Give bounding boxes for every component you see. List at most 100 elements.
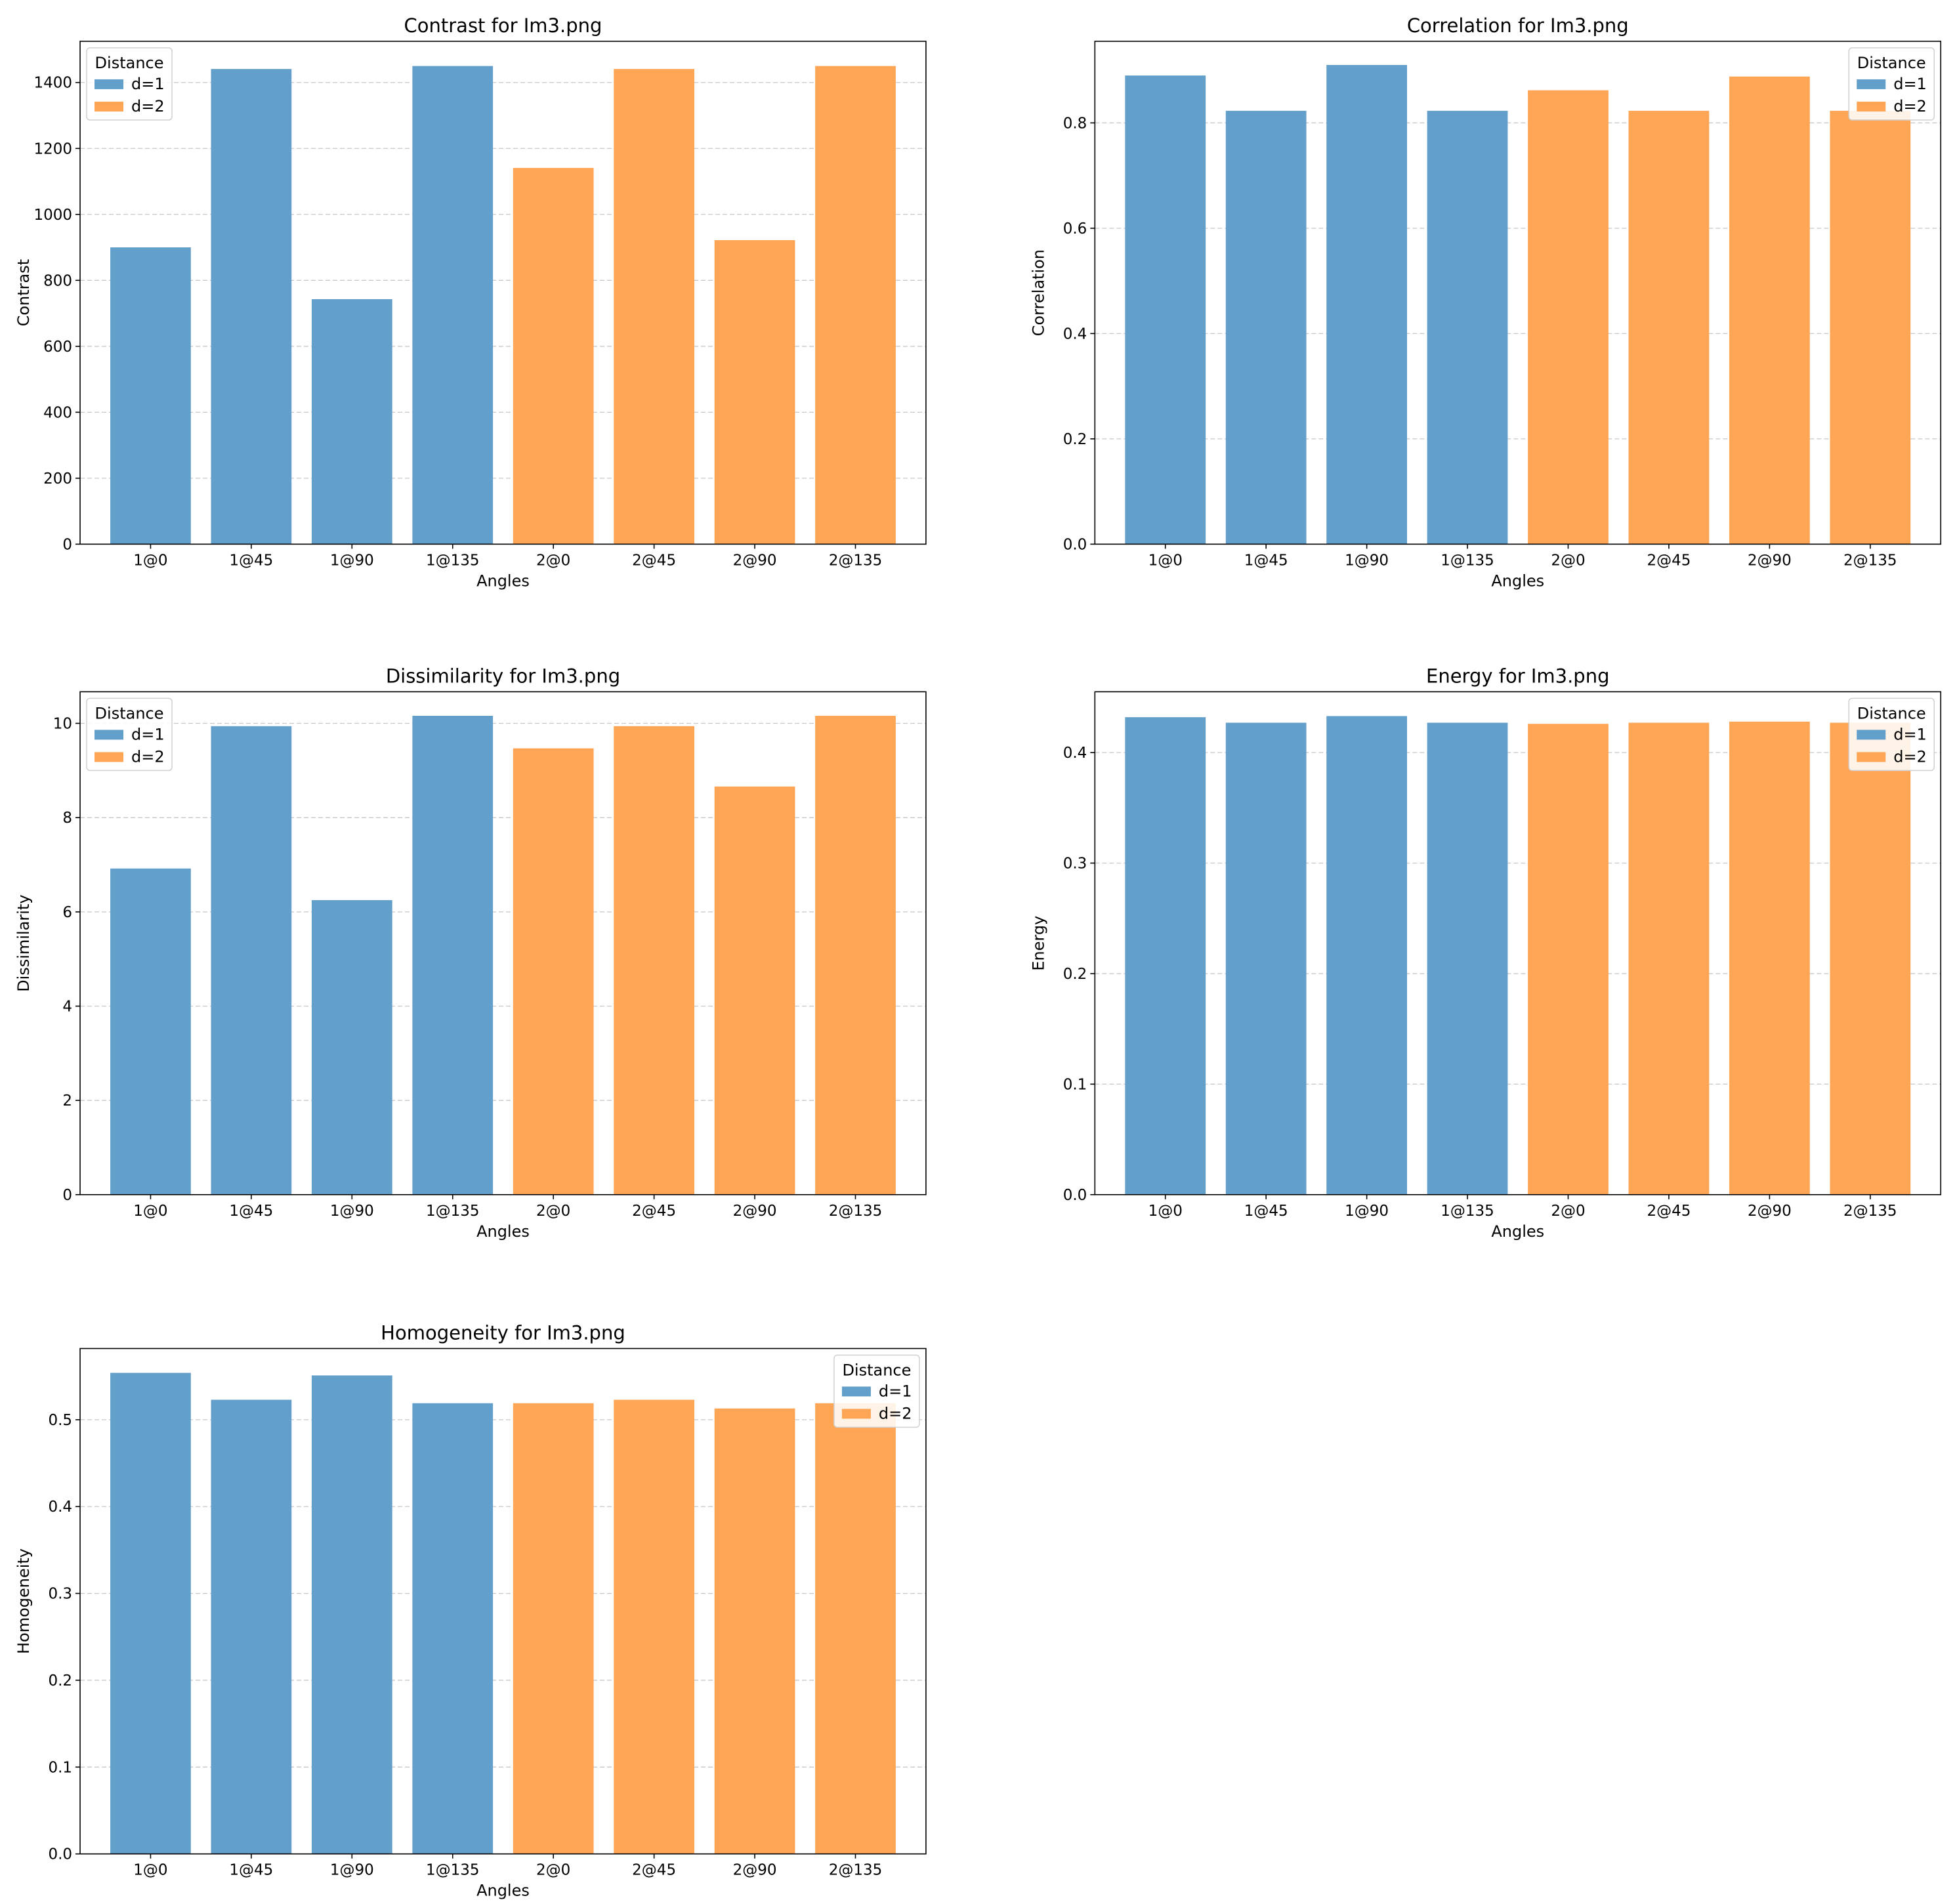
y-tick-label: 1000 <box>33 207 72 224</box>
bar-2@90[interactable] <box>1729 76 1810 545</box>
y-tick-label: 0.1 <box>1063 1076 1087 1093</box>
x-tick-label: 2@135 <box>1843 1203 1897 1220</box>
legend: Distance d=1 d=2 <box>86 47 173 121</box>
y-tick-label: 0.2 <box>1063 431 1087 448</box>
bar-1@90[interactable] <box>311 1375 392 1854</box>
bar-1@0[interactable] <box>1125 75 1206 545</box>
legend-entry-label: d=2 <box>1893 97 1927 115</box>
bar-1@135[interactable] <box>1427 722 1508 1195</box>
bar-1@135[interactable] <box>412 1403 494 1854</box>
y-axis-label: Correlation <box>1029 249 1047 336</box>
bar-2@135[interactable] <box>815 716 896 1195</box>
x-tick-label: 2@45 <box>1647 1203 1691 1220</box>
x-tick-label: 2@0 <box>1551 1203 1585 1220</box>
bar-2@45[interactable] <box>614 1399 695 1854</box>
x-axis-label: Angles <box>1491 1222 1544 1241</box>
chart-panel-contrast: 0 200 400 600 800 1000 1200 1400 1@0 1@45 1@90 1@13… <box>14 14 927 590</box>
bar-2@0[interactable] <box>1528 90 1609 545</box>
bar-2@45[interactable] <box>614 726 695 1195</box>
chart-panel-homogeneity: 0.0 0.1 0.2 0.3 0.4 0.5 1@0 1@45 1@90 1@135 2@0 2@4… <box>14 1321 927 1900</box>
plot-frame <box>79 691 927 1195</box>
x-tick-label: 2@90 <box>733 552 777 569</box>
y-tick-label: 0 <box>62 536 72 553</box>
bar-1@45[interactable] <box>211 69 292 545</box>
legend: Distance d=1 d=2 <box>86 697 173 772</box>
bar-1@90[interactable] <box>311 900 392 1195</box>
legend-swatch <box>841 1386 871 1397</box>
bar-2@135[interactable] <box>815 1403 896 1854</box>
bar-2@0[interactable] <box>513 167 594 545</box>
bar-1@45[interactable] <box>1225 722 1307 1195</box>
bar-1@135[interactable] <box>412 66 494 545</box>
x-tick-label: 1@45 <box>229 552 273 569</box>
y-tick-label: 800 <box>43 272 72 289</box>
bar-2@135[interactable] <box>1830 110 1911 545</box>
bar-1@45[interactable] <box>1225 110 1307 545</box>
bar-1@45[interactable] <box>211 726 292 1195</box>
legend-swatch <box>1857 79 1886 89</box>
legend-title: Distance <box>95 704 164 722</box>
x-tick-label: 2@0 <box>536 1203 570 1220</box>
bar-2@0[interactable] <box>1528 724 1609 1195</box>
bar-1@90[interactable] <box>311 299 392 545</box>
bar-2@45[interactable] <box>614 69 695 545</box>
legend-swatch <box>1857 101 1886 112</box>
bar-2@90[interactable] <box>1729 721 1810 1195</box>
legend-title: Distance <box>1857 704 1926 722</box>
bar-1@135[interactable] <box>1427 110 1508 545</box>
chart-title: Homogeneity for Im3.png <box>381 1321 625 1344</box>
legend-entry-label: d=1 <box>131 75 165 93</box>
y-tick-label: 0.5 <box>48 1412 72 1429</box>
legend-swatch <box>95 79 124 89</box>
bar-2@45[interactable] <box>1628 110 1710 545</box>
x-tick-label: 2@135 <box>829 1203 883 1220</box>
y-tick-label: 0.4 <box>1063 745 1087 762</box>
chart-title: Correlation for Im3.png <box>1407 14 1629 37</box>
bar-1@45[interactable] <box>211 1399 292 1854</box>
x-tick-label: 2@45 <box>1647 552 1691 569</box>
y-tick-label: 0.0 <box>1063 536 1087 553</box>
bar-1@0[interactable] <box>110 868 191 1195</box>
x-tick-label: 1@45 <box>229 1203 273 1220</box>
bar-2@45[interactable] <box>1628 722 1710 1195</box>
x-tick-label: 2@90 <box>733 1862 777 1879</box>
bar-1@0[interactable] <box>1125 717 1206 1195</box>
legend-title: Distance <box>1857 54 1926 72</box>
x-axis-label: Angles <box>1491 571 1544 590</box>
legend-title: Distance <box>95 54 164 72</box>
y-axis-label: Dissimilarity <box>14 894 33 991</box>
y-tick-label: 1200 <box>33 140 72 157</box>
bar-1@0[interactable] <box>110 247 191 545</box>
bar-2@0[interactable] <box>513 748 594 1195</box>
x-tick-label: 1@45 <box>229 1862 273 1879</box>
x-tick-label: 1@135 <box>426 1203 480 1220</box>
bar-2@0[interactable] <box>513 1403 594 1854</box>
y-axis-label: Homogeneity <box>14 1548 33 1654</box>
x-tick-label: 1@0 <box>1148 1203 1183 1220</box>
bar-2@135[interactable] <box>1830 722 1911 1195</box>
x-tick-label: 2@90 <box>733 1203 777 1220</box>
x-tick-label: 1@135 <box>426 552 480 569</box>
plot-frame <box>79 41 927 545</box>
x-tick-label: 1@0 <box>133 552 167 569</box>
x-tick-label: 1@90 <box>1345 552 1389 569</box>
legend-entry-label: d=1 <box>879 1382 912 1400</box>
bar-1@90[interactable] <box>1326 65 1407 545</box>
bar-2@90[interactable] <box>714 239 795 545</box>
bar-2@90[interactable] <box>714 786 795 1195</box>
x-tick-label: 2@0 <box>536 552 570 569</box>
x-tick-label: 2@135 <box>1843 552 1897 569</box>
chart-title: Dissimilarity for Im3.png <box>386 665 620 687</box>
bar-2@135[interactable] <box>815 66 896 545</box>
bar-1@90[interactable] <box>1326 716 1407 1195</box>
bar-1@0[interactable] <box>110 1373 191 1854</box>
legend-swatch <box>1857 752 1886 762</box>
x-tick-label: 2@135 <box>829 552 883 569</box>
bar-2@90[interactable] <box>714 1408 795 1854</box>
legend: Distance d=1 d=2 <box>833 1354 920 1428</box>
x-tick-label: 1@45 <box>1244 1203 1288 1220</box>
bar-1@135[interactable] <box>412 716 494 1195</box>
x-tick-label: 2@135 <box>829 1862 883 1879</box>
legend-entry-label: d=2 <box>131 747 165 766</box>
x-tick-label: 2@45 <box>632 552 676 569</box>
